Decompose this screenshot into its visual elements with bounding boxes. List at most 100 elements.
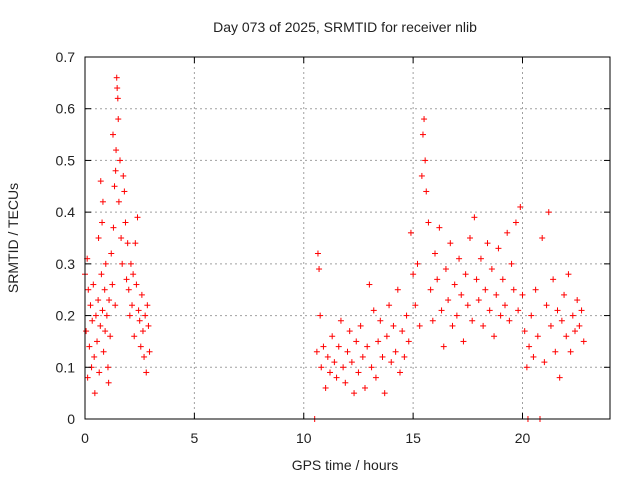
data-point	[561, 291, 568, 298]
data-point	[410, 271, 417, 278]
data-point	[127, 260, 134, 267]
data-point	[86, 343, 93, 350]
data-point	[113, 74, 120, 81]
data-point	[89, 317, 96, 324]
data-point	[499, 276, 506, 283]
data-point	[84, 374, 91, 381]
data-point	[85, 286, 92, 293]
data-point	[392, 348, 399, 355]
data-point	[99, 198, 106, 205]
data-point	[115, 116, 122, 123]
data-point	[506, 317, 513, 324]
data-point	[482, 286, 489, 293]
data-point	[530, 353, 537, 360]
data-point	[96, 369, 103, 376]
data-point	[563, 333, 570, 340]
data-point	[497, 312, 504, 319]
data-point	[469, 317, 476, 324]
data-point	[126, 312, 133, 319]
data-point	[462, 271, 469, 278]
data-point	[112, 167, 119, 174]
data-point	[129, 302, 136, 309]
data-point	[346, 328, 353, 335]
data-point	[526, 343, 533, 350]
x-tick-label: 20	[515, 430, 531, 446]
data-point	[357, 322, 364, 329]
data-point	[337, 317, 344, 324]
data-point	[102, 260, 109, 267]
data-point	[515, 307, 522, 314]
data-point	[97, 322, 104, 329]
data-point	[370, 307, 377, 314]
data-point	[99, 219, 106, 226]
data-point	[394, 286, 401, 293]
data-point	[138, 291, 145, 298]
data-point	[412, 302, 419, 309]
data-point	[532, 286, 539, 293]
data-point	[359, 353, 366, 360]
data-point	[103, 312, 110, 319]
data-point	[416, 322, 423, 329]
data-point	[528, 312, 535, 319]
data-point	[102, 328, 109, 335]
data-point	[119, 260, 126, 267]
data-point	[565, 271, 572, 278]
data-point	[418, 172, 425, 179]
data-point	[91, 353, 98, 360]
data-point	[124, 240, 131, 247]
data-point	[142, 312, 149, 319]
data-point	[423, 188, 430, 195]
data-point	[390, 322, 397, 329]
data-point	[488, 266, 495, 273]
data-point	[329, 333, 336, 340]
data-point	[108, 250, 115, 257]
ticks-layer	[84, 56, 610, 420]
data-point	[480, 322, 487, 329]
data-point	[550, 276, 557, 283]
data-point	[429, 317, 436, 324]
data-point	[351, 390, 358, 397]
data-point	[135, 307, 142, 314]
data-point	[314, 250, 321, 257]
data-point	[141, 353, 148, 360]
data-point	[145, 322, 152, 329]
data-point	[313, 348, 320, 355]
x-tick-label: 0	[81, 430, 89, 446]
data-point	[317, 312, 324, 319]
data-point	[131, 333, 138, 340]
data-point	[118, 235, 125, 241]
data-point	[110, 224, 117, 231]
data-point	[92, 312, 99, 319]
data-point	[125, 286, 132, 293]
data-point	[407, 229, 414, 236]
grid-layer	[85, 57, 610, 419]
data-point	[379, 353, 386, 360]
data-point	[432, 250, 438, 257]
data-point	[451, 281, 458, 288]
data-point	[110, 131, 116, 138]
data-point	[421, 116, 428, 123]
data-point	[130, 271, 137, 278]
data-point	[438, 307, 445, 314]
data-point	[523, 364, 530, 371]
x-tick-label: 10	[296, 430, 312, 446]
data-point	[107, 333, 114, 340]
data-point	[342, 379, 349, 386]
data-point	[484, 240, 491, 247]
data-point	[519, 291, 526, 298]
data-point	[578, 307, 585, 314]
chart-title: Day 073 of 2025, SRMTID for receiver nli…	[213, 19, 477, 35]
data-point	[401, 353, 408, 360]
data-point	[510, 286, 517, 293]
data-point	[473, 276, 480, 283]
data-point	[111, 183, 118, 190]
x-tick-label: 15	[405, 430, 421, 446]
data-point	[132, 240, 139, 247]
y-tick-label: 0	[67, 411, 75, 427]
y-tick-label: 0.7	[56, 49, 76, 65]
data-point	[486, 307, 493, 314]
data-point	[467, 235, 473, 241]
data-point	[114, 85, 121, 92]
data-point	[574, 297, 581, 304]
data-point	[134, 214, 141, 221]
